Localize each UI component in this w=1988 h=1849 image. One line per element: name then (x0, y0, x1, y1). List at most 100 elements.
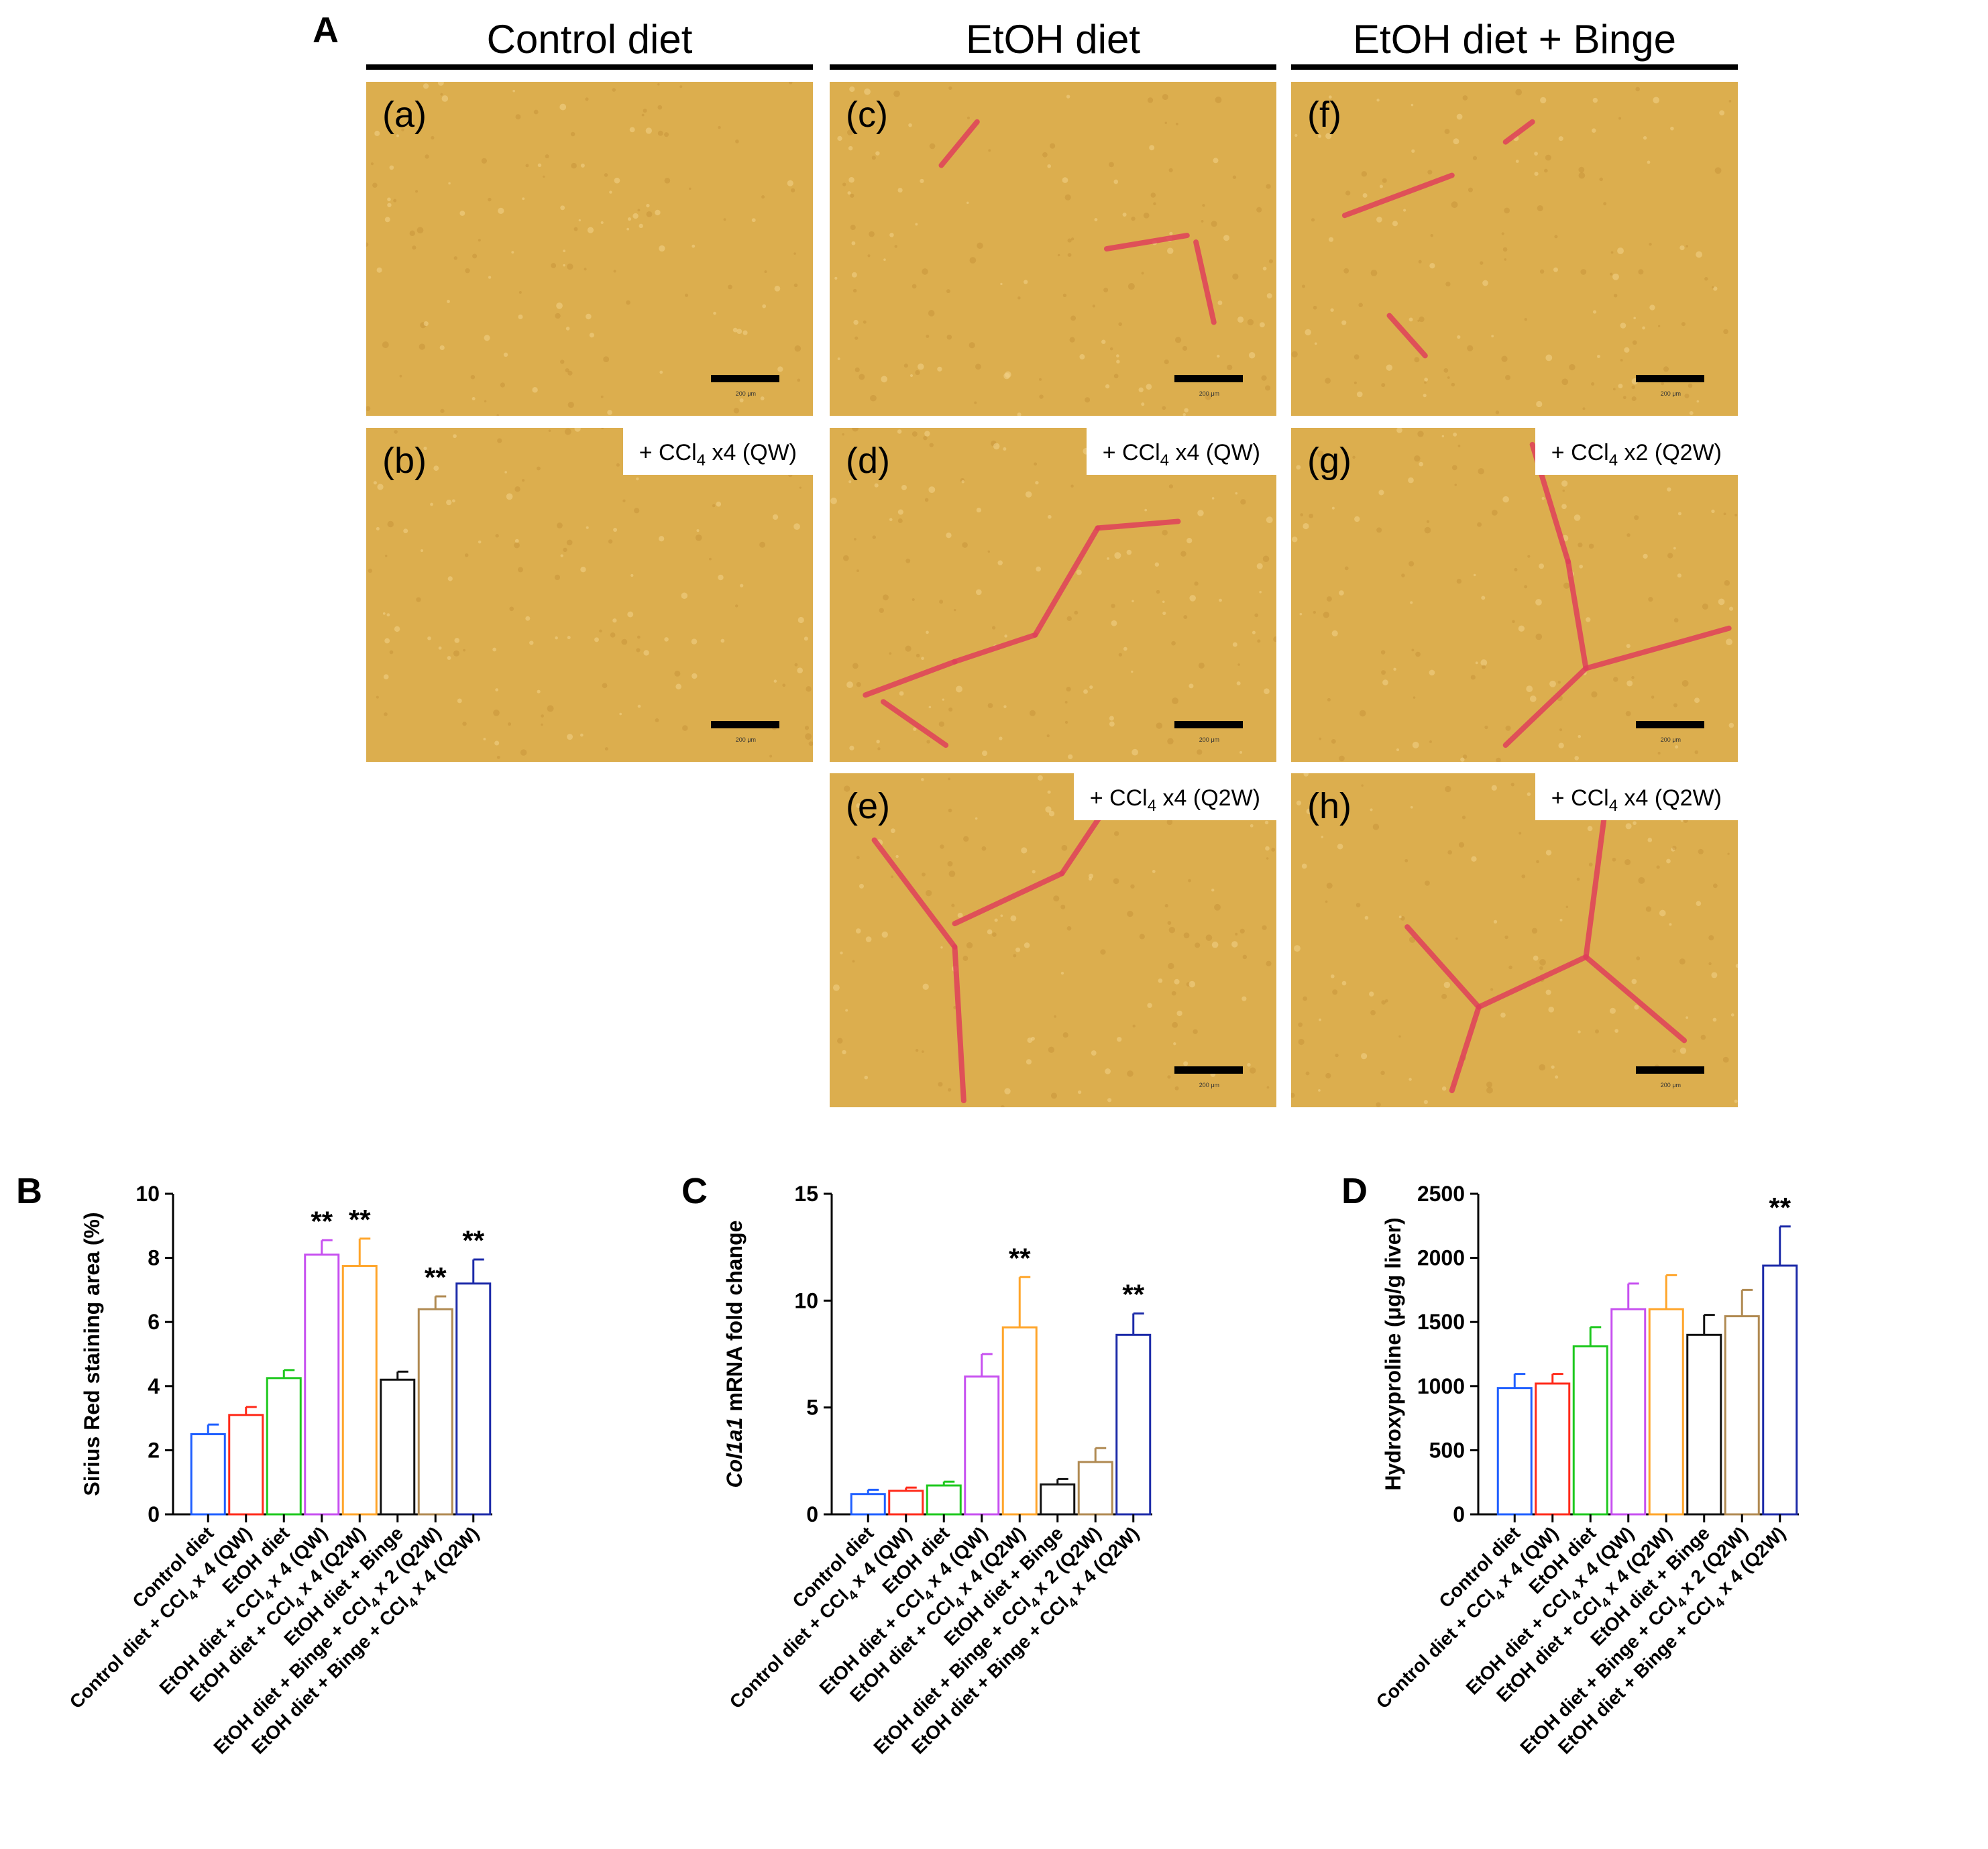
micrograph-label-e: (e) (846, 786, 890, 826)
chart-d-hydroxyproline: D 0 500 1000 1500 2000 2500 Hydroxyproline (μg/… (1341, 1171, 1799, 1758)
bar-b-6 (417, 1308, 453, 1516)
tissue-texture (1291, 773, 1738, 1107)
treatment-label-e: + CCl4 x4 (Q2W) (1073, 773, 1276, 820)
significance-marker: ** (462, 1225, 484, 1256)
bar-d-2 (1572, 1345, 1608, 1516)
y-tick-label: 5 (806, 1396, 818, 1420)
bar-b-7 (455, 1282, 492, 1516)
tissue-texture (832, 775, 1276, 1107)
scale-bar (1174, 375, 1243, 382)
bar-c-7 (1115, 1333, 1152, 1516)
micrograph-label-d: (d) (846, 441, 890, 481)
y-tick-label: 500 (1429, 1438, 1465, 1462)
tissue-texture (830, 428, 1276, 760)
scale-bar-text: 200 μm (1199, 390, 1219, 397)
bar-b-1 (228, 1414, 264, 1516)
y-tick-label: 6 (148, 1310, 160, 1334)
micrograph-label-c: (c) (846, 95, 888, 135)
bar-c-2 (926, 1484, 962, 1516)
scale-bar-text: 200 μm (1660, 736, 1681, 743)
bar-d-0 (1496, 1387, 1533, 1516)
bar-d-6 (1724, 1315, 1760, 1516)
column-rule-etoh-binge (1291, 64, 1738, 70)
column-title-etoh-binge: EtOH diet + Binge (1353, 17, 1676, 62)
y-axis-label: Sirius Red staining area (%) (80, 1212, 104, 1496)
treatment-label-h: + CCl4 x4 (Q2W) (1535, 773, 1738, 820)
tissue-texture (1292, 428, 1738, 762)
panel-letter-c: C (681, 1171, 708, 1211)
y-tick-label: 8 (148, 1246, 160, 1270)
panel-letter-b: B (16, 1171, 42, 1211)
y-tick-label: 2 (148, 1438, 160, 1462)
column-title-etoh: EtOH diet (965, 17, 1141, 62)
micrograph-label-a: (a) (382, 95, 427, 135)
scale-bar (1174, 721, 1243, 728)
scale-bar (1636, 375, 1704, 382)
scale-bar-text: 200 μm (735, 390, 756, 397)
scale-bar (1174, 1066, 1243, 1074)
micrograph-label-f: (f) (1307, 95, 1341, 135)
bar-b-2 (266, 1377, 302, 1516)
y-tick-label: 0 (806, 1502, 818, 1526)
tissue-texture (368, 428, 813, 759)
y-tick-label: 1000 (1417, 1374, 1465, 1398)
significance-marker: ** (311, 1205, 333, 1237)
scale-bar (711, 375, 779, 382)
bar-d-5 (1686, 1333, 1722, 1516)
significance-marker: ** (349, 1204, 371, 1235)
scale-bar-text: 200 μm (1660, 390, 1681, 397)
scale-bar-text: 200 μm (1199, 1082, 1219, 1088)
y-axis-label: Hydroxyproline (μg/g liver) (1381, 1217, 1405, 1490)
bar-b-4 (341, 1265, 378, 1516)
micrograph-a: (a) 200 μm (366, 82, 813, 416)
bar-d-1 (1535, 1382, 1571, 1516)
tissue-texture (834, 86, 1274, 416)
column-title-control: Control diet (486, 17, 693, 62)
panel-letter-d: D (1341, 1171, 1368, 1211)
treatment-label-b: + CCl4 x4 (QW) (622, 428, 813, 475)
bar-b-0 (190, 1433, 226, 1516)
micrograph-c: (c) 200 μm (830, 82, 1276, 416)
micrograph-label-h: (h) (1307, 786, 1351, 826)
y-tick-label: 2500 (1417, 1182, 1465, 1206)
tissue-texture (1291, 87, 1732, 415)
tissue-texture (366, 82, 802, 416)
bar-c-3 (964, 1375, 1000, 1516)
scale-bar-text: 200 μm (735, 736, 756, 743)
y-tick-label: 2000 (1417, 1246, 1465, 1270)
bar-d-7 (1762, 1264, 1798, 1516)
bar-c-6 (1077, 1461, 1113, 1516)
micrograph-b: (b) + CCl4 x4 (QW) 200 μm (366, 428, 813, 762)
treatment-label-d: + CCl4 x4 (QW) (1086, 428, 1276, 475)
bar-c-1 (888, 1490, 924, 1516)
y-axis-label: Col1a1 mRNA fold change (722, 1221, 747, 1488)
bar-c-4 (1001, 1326, 1038, 1516)
y-tick-label: 0 (1453, 1502, 1465, 1526)
micrograph-h: (h) + CCl4 x4 (Q2W) 200 μm (1291, 773, 1738, 1107)
significance-marker: ** (425, 1262, 447, 1293)
significance-marker: ** (1009, 1242, 1031, 1274)
micrograph-f: (f) 200 μm (1291, 82, 1738, 416)
scale-bar (1636, 721, 1704, 728)
scale-bar-text: 200 μm (1199, 736, 1219, 743)
micrograph-label-b: (b) (382, 441, 427, 481)
micrograph-g: (g) + CCl4 x2 (Q2W) 200 μm (1291, 428, 1738, 762)
treatment-label-g: + CCl4 x2 (Q2W) (1535, 428, 1738, 475)
micrograph-label-g: (g) (1307, 441, 1351, 481)
significance-marker: ** (1769, 1192, 1791, 1223)
significance-marker: ** (1122, 1278, 1144, 1310)
y-tick-label: 10 (794, 1288, 818, 1312)
y-tick-label: 10 (135, 1182, 160, 1206)
bar-c-5 (1040, 1483, 1076, 1516)
y-tick-label: 1500 (1417, 1310, 1465, 1334)
column-rule-control (366, 64, 813, 70)
y-tick-label: 0 (148, 1502, 160, 1526)
bar-b-3 (304, 1253, 340, 1516)
scale-bar-text: 200 μm (1660, 1082, 1681, 1088)
y-tick-label: 4 (148, 1374, 160, 1398)
micrograph-d: (d) + CCl4 x4 (QW) 200 μm (830, 428, 1276, 762)
scale-bar (711, 721, 779, 728)
scale-bar (1636, 1066, 1704, 1074)
